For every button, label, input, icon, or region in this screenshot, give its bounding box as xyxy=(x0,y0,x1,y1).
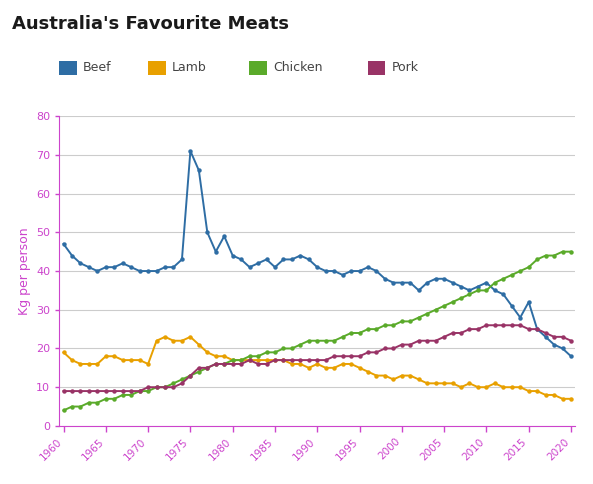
Text: Pork: Pork xyxy=(391,61,419,74)
Text: Chicken: Chicken xyxy=(273,61,322,74)
Y-axis label: Kg per person: Kg per person xyxy=(18,227,31,315)
Text: Beef: Beef xyxy=(83,61,111,74)
Text: Lamb: Lamb xyxy=(172,61,207,74)
Text: Australia's Favourite Meats: Australia's Favourite Meats xyxy=(12,15,289,32)
